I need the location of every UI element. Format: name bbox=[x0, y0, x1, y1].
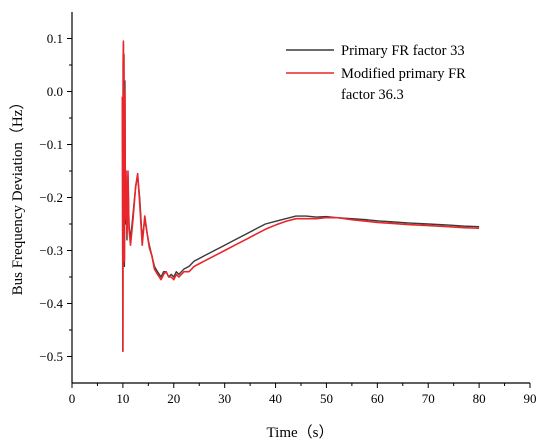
y-tick-label: 0.1 bbox=[47, 31, 63, 46]
y-tick-label: 0.0 bbox=[47, 84, 63, 99]
x-tick-label: 80 bbox=[473, 391, 486, 406]
legend-label-series-2: Modified primary FR bbox=[341, 66, 466, 82]
y-tick-label: −0.3 bbox=[39, 243, 63, 258]
y-tick-label: −0.4 bbox=[39, 296, 63, 311]
x-tick-label: 40 bbox=[269, 391, 282, 406]
x-tick-label: 50 bbox=[320, 391, 333, 406]
x-tick-label: 30 bbox=[218, 391, 231, 406]
axes-layer: 0 10 20 30 40 50 60 70 80 90 0.1 0.0 −0.1 −0.2 −0.3 −0.… bbox=[39, 12, 537, 406]
y-tick-label: −0.5 bbox=[39, 349, 63, 364]
x-tick-label: 60 bbox=[371, 391, 384, 406]
x-tick-label: 20 bbox=[167, 391, 180, 406]
x-tick-label: 0 bbox=[69, 391, 76, 406]
x-tick-label: 10 bbox=[116, 391, 129, 406]
y-axis-title: Bus Frequency Deviation（Hz） bbox=[9, 95, 26, 296]
x-tick-label: 90 bbox=[524, 391, 537, 406]
x-tick-label: 70 bbox=[422, 391, 435, 406]
y-tick-label: −0.2 bbox=[39, 190, 63, 205]
series-line-2 bbox=[121, 40, 480, 353]
legend-label-series-2-cont: factor 36.3 bbox=[341, 87, 404, 103]
y-tick-label: −0.1 bbox=[39, 137, 63, 152]
series-layer bbox=[121, 40, 480, 353]
legend: Primary FR factor 33 Modified primary FR… bbox=[286, 43, 466, 103]
series-line-1 bbox=[121, 43, 480, 352]
x-axis-title: Time（s） bbox=[267, 424, 334, 441]
legend-label-series-1: Primary FR factor 33 bbox=[341, 43, 465, 59]
